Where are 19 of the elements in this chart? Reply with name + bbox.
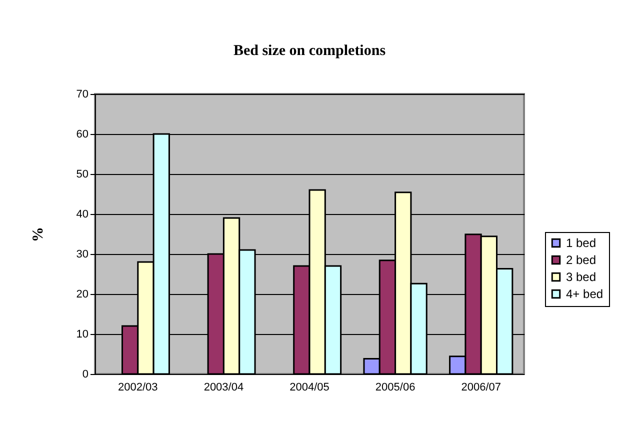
legend-label: 1 bed (566, 236, 596, 250)
legend-label: 4+ bed (566, 287, 604, 301)
y-tick-label: 30 (76, 248, 88, 260)
x-tick-label: 2003/04 (204, 382, 244, 394)
x-tick-label: 2004/05 (290, 382, 330, 394)
y-tick-label: 20 (76, 288, 88, 300)
x-tick-label: 2006/07 (461, 382, 501, 394)
legend-label: 2 bed (566, 253, 596, 267)
x-tick-label: 2005/06 (375, 382, 416, 394)
y-tick-label: 10 (76, 328, 88, 340)
x-tick-label: 2002/03 (118, 382, 158, 394)
y-tick-label: 50 (76, 168, 88, 180)
y-tick-label: 70 (76, 88, 88, 100)
y-tick-label: 0 (82, 368, 88, 380)
legend-label: 3 bed (566, 270, 596, 284)
y-axis-title: % (30, 227, 46, 242)
chart-title: Bed size on completions (233, 43, 386, 59)
y-tick-label: 40 (76, 208, 88, 220)
y-tick-label: 60 (76, 128, 88, 140)
